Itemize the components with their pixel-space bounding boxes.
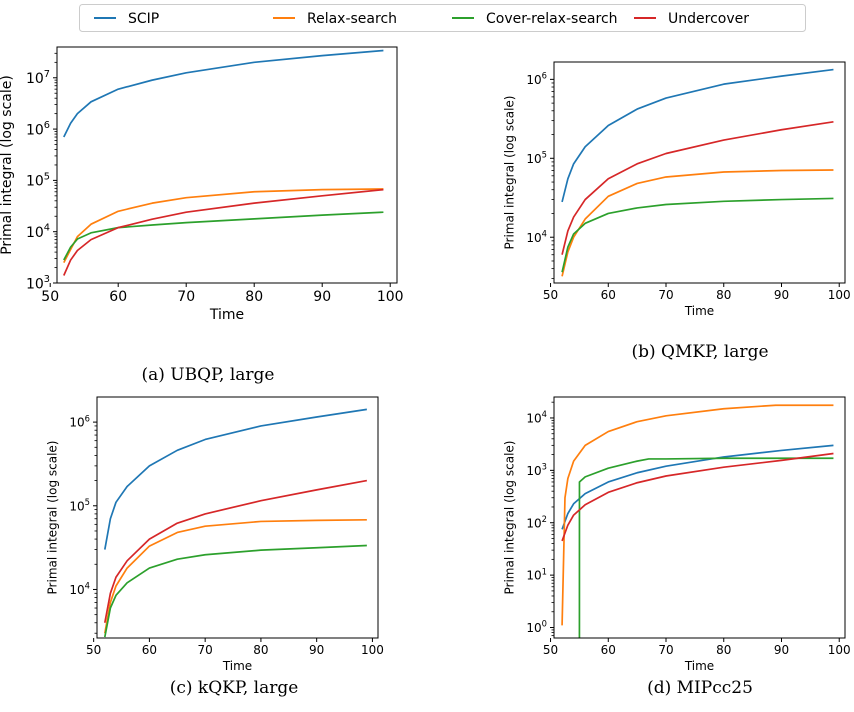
x-tick-label: 90 [309, 643, 324, 657]
x-tick-label: 100 [828, 643, 851, 657]
y-tick-label: 106 [26, 120, 50, 138]
series-line-0 [561, 444, 834, 530]
panel-b-qmkp: 50 60 70 80 90 100 104 105 106 Time Primal integra… [503, 61, 851, 362]
series-line-1 [561, 404, 834, 626]
y-tick-label: 101 [526, 566, 547, 582]
axes-frame [553, 396, 846, 639]
y-axis-label: Primal integral (log scale) [503, 96, 517, 250]
y-tick-label: 104 [526, 228, 547, 244]
y-axis-label: Primal integral (log scale) [46, 441, 60, 595]
legend-label-0: SCIP [128, 11, 159, 27]
legend-label-1: Relax-search [307, 11, 397, 27]
x-axis-label: Time [222, 659, 252, 673]
x-tick-label: 60 [109, 289, 127, 305]
x-tick-label: 90 [313, 289, 331, 305]
series-line-1 [103, 518, 367, 634]
panel-caption: (b) QMKP, large [631, 342, 768, 362]
x-tick-label: 50 [543, 288, 558, 302]
series-line-3 [561, 120, 834, 255]
x-tick-label: 70 [177, 289, 195, 305]
y-axis-label: Primal integral (log scale) [503, 441, 517, 595]
y-tick-label: 107 [26, 69, 50, 87]
y-axis-label: Primal integral (log scale) [0, 75, 15, 255]
x-tick-label: 100 [828, 288, 851, 302]
panel-caption: (d) MIPcc25 [647, 678, 753, 698]
series-line-3 [63, 188, 384, 276]
panel-caption: (a) UBQP, large [141, 365, 274, 385]
series-line-0 [63, 49, 384, 138]
x-tick-label: 80 [716, 643, 731, 657]
panel-caption: (c) kQKP, large [170, 678, 299, 698]
y-tick-label: 104 [69, 581, 90, 597]
panel-c-kqkp: 50 60 70 80 90 100 104 105 106 Time Primal integra… [46, 396, 384, 698]
y-tick-label: 104 [26, 223, 50, 241]
series-line-2 [103, 544, 367, 638]
x-tick-label: 70 [198, 643, 213, 657]
x-tick-label: 80 [716, 288, 731, 302]
legend: SCIP Relax-search Cover-relax-search Underc… [79, 4, 806, 32]
x-tick-label: 70 [658, 643, 673, 657]
x-tick-label: 100 [377, 289, 404, 305]
x-tick-label: 70 [658, 288, 673, 302]
panel-d-mipcc25: 50 60 70 80 90 100 100 101 102 103 104 Time Primal i… [503, 396, 851, 698]
y-tick-label: 106 [526, 71, 547, 87]
series-line-0 [561, 68, 834, 203]
series-line-1 [561, 169, 834, 277]
x-tick-label: 50 [41, 289, 59, 305]
y-tick-label: 105 [69, 497, 90, 513]
x-tick-label: 80 [253, 643, 268, 657]
axes-frame [96, 396, 379, 639]
series-line-1 [63, 188, 384, 263]
x-axis-label: Time [684, 659, 714, 673]
x-axis-label: Time [684, 304, 714, 318]
x-tick-label: 60 [142, 643, 157, 657]
x-tick-label: 100 [361, 643, 384, 657]
x-tick-label: 80 [245, 289, 263, 305]
axes-frame [56, 46, 398, 284]
x-axis-label: Time [209, 307, 244, 323]
legend-label-3: Undercover [668, 11, 749, 27]
y-tick-label: 106 [69, 413, 90, 429]
y-tick-label: 103 [26, 274, 50, 292]
x-tick-label: 90 [774, 643, 789, 657]
x-tick-label: 50 [86, 643, 101, 657]
series-line-0 [103, 408, 367, 550]
series-line-2 [63, 211, 384, 261]
series-line-2 [561, 197, 834, 273]
y-tick-label: 105 [526, 149, 547, 165]
series-line-3 [561, 452, 834, 542]
x-tick-label: 60 [601, 288, 616, 302]
x-tick-label: 50 [543, 643, 558, 657]
y-tick-label: 100 [526, 619, 547, 635]
y-tick-label: 105 [26, 171, 50, 189]
legend-frame [79, 4, 806, 32]
axes-frame [553, 61, 846, 284]
y-tick-label: 104 [526, 409, 547, 425]
series-line-3 [103, 479, 368, 623]
x-tick-label: 90 [774, 288, 789, 302]
panel-a-ubqp: 50 60 70 80 90 100 103 104 105 106 107 Time Primal i… [0, 46, 404, 385]
series-line-2 [578, 457, 834, 638]
y-tick-label: 102 [526, 514, 547, 530]
x-tick-label: 60 [601, 643, 616, 657]
legend-label-2: Cover-relax-search [486, 11, 618, 27]
y-tick-label: 103 [526, 462, 547, 478]
